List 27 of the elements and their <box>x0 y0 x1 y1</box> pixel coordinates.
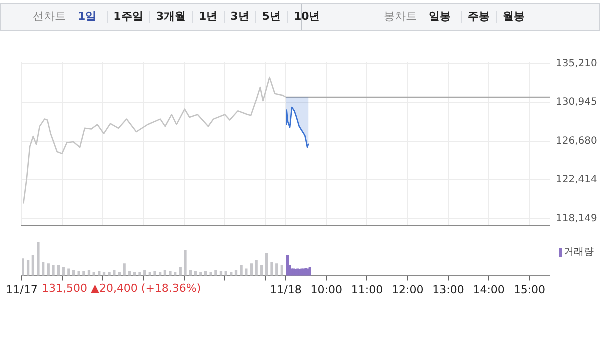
text: 3년 <box>224 10 256 23</box>
text: 월봉 <box>496 10 531 23</box>
x-tick-label: 10:00 <box>310 283 342 296</box>
x-tick-label: 13:00 <box>432 283 464 296</box>
text: 주봉 <box>461 10 496 23</box>
text: 1일 <box>77 10 98 23</box>
x-tick-label: 11/18 <box>270 283 302 296</box>
text: 1년 <box>192 10 224 23</box>
y-tick-label: 126,680 <box>556 136 598 147</box>
x-tick-label: 15:00 <box>514 283 546 296</box>
text: 선차트 <box>32 10 67 23</box>
text: 봉차트 <box>383 10 418 23</box>
y-tick-label: 130,945 <box>556 97 598 108</box>
text: 10년 <box>286 10 326 23</box>
y-tick-label: 118,149 <box>556 213 598 224</box>
x-tick-label: 11:00 <box>351 283 384 296</box>
y-tick-label: 135,210 <box>556 58 598 70</box>
text: 1주일 <box>106 10 150 23</box>
legend-label: 거래량 <box>564 246 594 259</box>
text: 일봉 <box>428 10 452 23</box>
x-tick-label: 12:00 <box>392 283 424 296</box>
x-tick-label: 11/17 <box>6 283 38 296</box>
x-tick-label: 14:00 <box>473 283 505 296</box>
text: 5년 <box>255 10 287 23</box>
text: 131,500 ▲20,400 (+18.36%) <box>42 282 202 295</box>
y-tick-label: 122,414 <box>556 174 598 186</box>
text: 3개월 <box>149 10 192 23</box>
